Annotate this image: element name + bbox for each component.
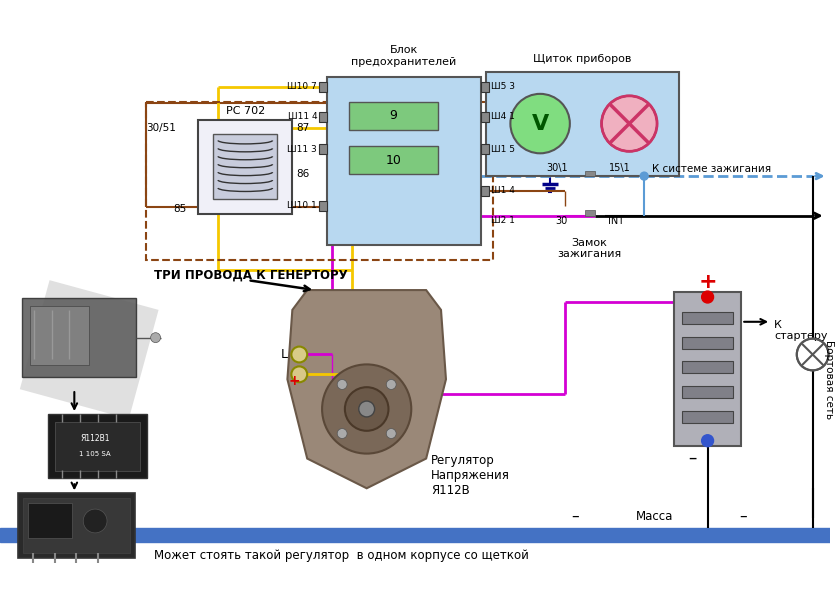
- Circle shape: [359, 401, 375, 417]
- Bar: [319, 112, 327, 122]
- Text: 15\1: 15\1: [608, 163, 630, 173]
- Text: Ш2 1: Ш2 1: [490, 216, 515, 225]
- Circle shape: [337, 380, 347, 389]
- Bar: [18, 493, 135, 558]
- Bar: [213, 134, 277, 199]
- Bar: [23, 498, 130, 553]
- Text: Ш11 4: Ш11 4: [287, 112, 317, 121]
- Circle shape: [83, 509, 107, 533]
- Polygon shape: [287, 290, 446, 488]
- Text: –: –: [689, 448, 697, 467]
- Circle shape: [701, 291, 713, 303]
- Circle shape: [797, 338, 829, 370]
- Circle shape: [640, 172, 648, 180]
- Text: Регулятор
Напряжения
Я112В: Регулятор Напряжения Я112В: [431, 454, 510, 497]
- Text: +: +: [698, 272, 717, 292]
- Text: Ш11 3: Ш11 3: [287, 145, 317, 154]
- Text: Ш1 4: Ш1 4: [490, 186, 515, 195]
- Bar: [199, 119, 292, 214]
- Circle shape: [151, 333, 161, 343]
- Bar: [481, 82, 489, 92]
- Text: Замок
зажигания: Замок зажигания: [557, 238, 622, 259]
- Bar: [55, 422, 140, 472]
- Bar: [0, 528, 830, 542]
- Bar: [682, 337, 733, 349]
- Text: Ш10 1: Ш10 1: [287, 201, 317, 210]
- Text: V: V: [531, 113, 549, 134]
- Bar: [48, 414, 147, 478]
- Bar: [485, 72, 679, 176]
- Bar: [682, 312, 733, 324]
- Bar: [481, 144, 489, 154]
- Text: Бортовая сеть: Бортовая сеть: [824, 340, 834, 419]
- Bar: [585, 210, 595, 216]
- Text: К
стартеру: К стартеру: [774, 320, 827, 341]
- Circle shape: [337, 429, 347, 438]
- Text: 10: 10: [385, 154, 401, 167]
- Bar: [349, 101, 438, 130]
- Bar: [22, 298, 136, 377]
- Text: 30/51: 30/51: [147, 122, 177, 133]
- Bar: [682, 411, 733, 423]
- Text: INT: INT: [608, 216, 624, 226]
- Circle shape: [602, 96, 657, 151]
- Text: 9: 9: [390, 109, 397, 122]
- Bar: [319, 82, 327, 92]
- Bar: [327, 77, 481, 245]
- Text: 87: 87: [297, 122, 309, 133]
- Circle shape: [292, 347, 308, 362]
- Bar: [481, 186, 489, 196]
- Bar: [319, 144, 327, 154]
- Text: Блок
предохранителей: Блок предохранителей: [351, 45, 457, 67]
- Circle shape: [386, 429, 396, 438]
- Text: –: –: [571, 509, 578, 524]
- Text: РС 702: РС 702: [225, 106, 265, 116]
- Text: 30: 30: [556, 216, 568, 226]
- Text: Щиток приборов: Щиток приборов: [533, 54, 631, 64]
- Circle shape: [322, 364, 411, 454]
- Bar: [682, 386, 733, 398]
- Text: 1 105 SA: 1 105 SA: [80, 451, 111, 457]
- Bar: [29, 306, 89, 365]
- Circle shape: [510, 94, 570, 153]
- Text: Ш10 7: Ш10 7: [287, 82, 317, 91]
- Text: L: L: [281, 348, 287, 361]
- Polygon shape: [20, 280, 158, 419]
- Text: ТРИ ПРОВОДА К ГЕНЕРТОРУ: ТРИ ПРОВОДА К ГЕНЕРТОРУ: [153, 269, 347, 282]
- Bar: [682, 361, 733, 373]
- Text: Ш1 5: Ш1 5: [490, 145, 515, 154]
- Text: +: +: [288, 374, 300, 388]
- Text: Масса: Масса: [635, 509, 673, 522]
- Text: Я112В1: Я112В1: [80, 434, 110, 443]
- Bar: [585, 171, 595, 176]
- Circle shape: [386, 380, 396, 389]
- Bar: [349, 146, 438, 174]
- Bar: [146, 101, 493, 260]
- Circle shape: [292, 367, 308, 382]
- Text: 85: 85: [173, 204, 187, 214]
- Text: 86: 86: [297, 169, 309, 179]
- Bar: [319, 201, 327, 211]
- Text: Может стоять такой регулятор  в одном корпусе со щеткой: Может стоять такой регулятор в одном кор…: [153, 549, 529, 562]
- Circle shape: [701, 435, 713, 447]
- Text: Ш5 3: Ш5 3: [490, 82, 515, 91]
- Text: 30\1: 30\1: [546, 163, 568, 173]
- Text: К системе зажигания: К системе зажигания: [652, 164, 771, 174]
- Text: Ш4 1: Ш4 1: [490, 112, 515, 121]
- Text: –: –: [739, 509, 747, 524]
- Bar: [481, 112, 489, 122]
- Bar: [28, 503, 72, 538]
- Bar: [674, 292, 742, 446]
- Circle shape: [345, 387, 389, 431]
